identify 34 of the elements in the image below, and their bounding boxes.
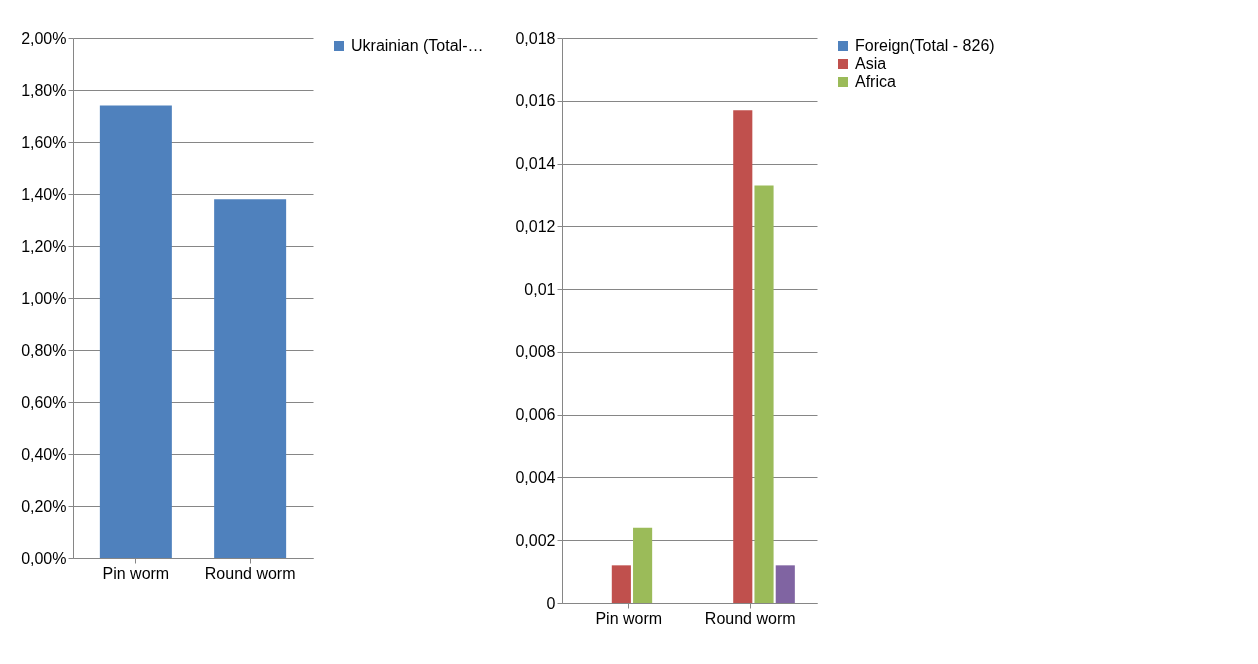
y-tick-label: 0,014 [515,155,556,173]
bar [611,565,631,603]
legend-label: Foreign(Total - 826) [855,37,995,54]
bar [633,527,653,603]
y-tick-label: 1,00% [21,289,67,307]
legend-label: Africa [855,73,896,90]
x-tick-label: Pin worm [102,564,170,582]
legend-label: Asia [855,55,887,72]
legend-label: Ukrainian (Total-… [351,37,484,54]
y-tick-label: 0,004 [515,468,556,486]
y-tick-label: 0,018 [515,29,556,47]
bar [754,185,774,603]
y-tick-label: 0,008 [515,343,556,361]
y-tick-label: 0,012 [515,217,556,235]
x-tick-label: Round worm [704,609,796,627]
x-tick-label: Pin worm [595,609,663,627]
y-tick-label: 0,60% [21,393,67,411]
y-tick-label: 1,40% [21,185,67,203]
y-tick-label: 1,80% [21,81,67,99]
y-tick-label: 0,20% [21,497,67,515]
y-tick-label: 0,002 [515,531,556,549]
y-tick-label: 0,40% [21,445,67,463]
y-tick-label: 2,00% [21,29,67,47]
y-tick-label: 0,00% [21,549,67,567]
y-tick-label: 0,01 [524,280,556,298]
bar [733,110,753,603]
x-tick-label: Round worm [204,564,296,582]
y-tick-label: 0,006 [515,406,556,424]
y-tick-label: 0,80% [21,341,67,359]
bar [775,565,795,603]
y-tick-label: 1,60% [21,133,67,151]
y-tick-label: 1,20% [21,237,67,255]
y-tick-label: 0 [546,594,556,612]
y-tick-label: 0,016 [515,92,556,110]
